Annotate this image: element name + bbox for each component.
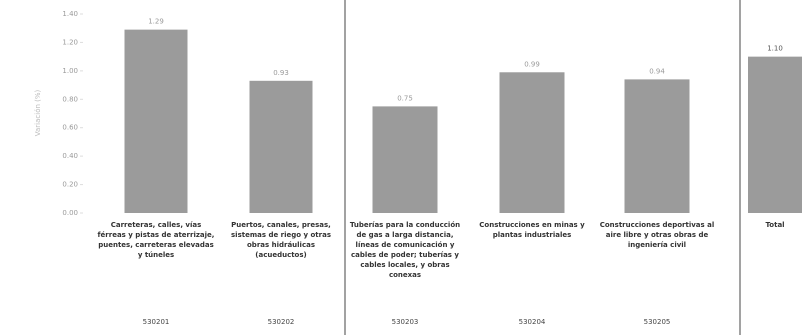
- group-code: 530203: [391, 318, 419, 326]
- x-tick-label: Carreteras, calles, vías férreas y pista…: [97, 221, 215, 259]
- value-label: 0.99: [524, 60, 540, 68]
- x-tick-label: Construcciones deportivas al aire libre …: [599, 221, 715, 249]
- value-label: 0.93: [273, 69, 289, 77]
- bar: [748, 56, 802, 214]
- group-code: 530202: [267, 318, 295, 326]
- y-tick-label: 1.00: [62, 67, 78, 75]
- bar: [624, 79, 690, 213]
- value-label: 0.75: [397, 94, 413, 102]
- group-code: 530204: [518, 318, 546, 326]
- x-tick-label: Puertos, canales, presas, sistemas de ri…: [231, 221, 331, 259]
- x-tick-label: Total: [765, 221, 785, 229]
- value-label: 1.29: [148, 18, 164, 26]
- y-tick-label: 0.20: [62, 181, 78, 189]
- y-tick-label: 1.20: [62, 38, 78, 46]
- x-tick-label: Construcciones en minas y plantas indust…: [479, 221, 585, 239]
- bar: [124, 29, 188, 214]
- y-axis-label: Variación (%): [34, 89, 42, 136]
- bar: [249, 80, 313, 213]
- group-code: 530205: [643, 318, 671, 326]
- bar: [499, 72, 565, 214]
- group-code: 530201: [142, 318, 170, 326]
- y-tick-label: 0.00: [62, 209, 78, 217]
- y-tick-label: 0.60: [62, 124, 78, 132]
- bar: [372, 106, 438, 213]
- y-tick-label: 1.40: [62, 10, 78, 18]
- y-tick-label: 0.80: [62, 95, 78, 103]
- value-label: 0.94: [649, 67, 665, 75]
- value-label: 1.10: [767, 45, 783, 53]
- y-tick-label: 0.40: [62, 152, 78, 160]
- x-tick-label: Tuberías para la conducción de gas a lar…: [349, 221, 461, 279]
